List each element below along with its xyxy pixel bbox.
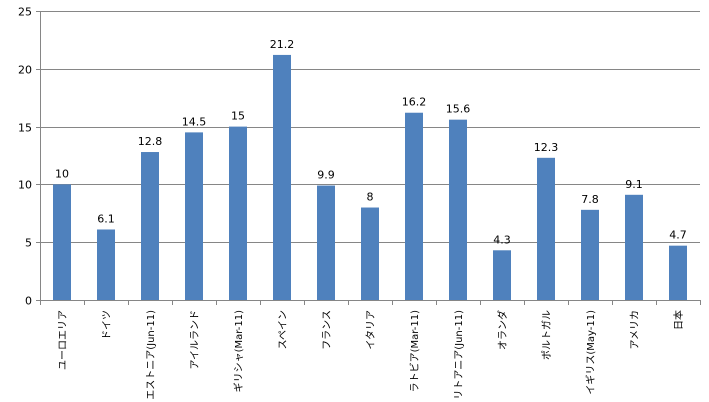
x-tick-label: アメリカ: [629, 310, 641, 350]
data-label: 9.9: [317, 169, 335, 182]
x-tick-label: スペイン: [278, 310, 289, 349]
data-label: 4.3: [493, 233, 511, 246]
x-tick-label: オランダ: [496, 310, 509, 350]
bar: [625, 194, 643, 300]
data-label: 6.1: [97, 212, 115, 225]
y-tick-label: 20: [18, 64, 32, 77]
bar: [449, 119, 467, 300]
label-layer: 0 5 10 15 20 25 10 ユーロエリア 6.1 ドイツ 12.8 エストニア(Jun-11…: [18, 6, 687, 400]
bar: [669, 245, 687, 300]
bar: [141, 152, 159, 300]
bar: [317, 185, 335, 300]
x-tick-label: ユーロエリア: [58, 310, 69, 370]
y-tick-label: 0: [25, 295, 32, 308]
bar: [229, 126, 247, 300]
x-tick-label: 日本: [672, 310, 685, 330]
bar: [53, 184, 71, 300]
data-label: 12.8: [138, 135, 163, 148]
data-label: 10: [55, 167, 69, 180]
bar: [273, 54, 291, 300]
data-label: 7.8: [581, 193, 599, 206]
data-label: 9.1: [625, 178, 643, 191]
data-label: 15.6: [446, 103, 471, 116]
x-tick-label: イタリア: [365, 310, 377, 350]
data-label: 21.2: [270, 38, 295, 51]
x-tick-label: ギリシャ(Mar-11): [233, 310, 245, 392]
bar: [537, 157, 555, 300]
x-tick-label: ドイツ: [102, 310, 113, 340]
bar: [493, 250, 511, 300]
data-label: 4.7: [669, 229, 687, 242]
x-tick-label: ラトビア(Mar-11): [409, 310, 421, 392]
x-tick-label: アイルランド: [189, 310, 201, 370]
y-tick-label: 25: [18, 6, 32, 19]
data-label: 14.5: [182, 115, 207, 128]
bar-layer: [53, 54, 687, 300]
x-tick-label: リトアニア(Jun-11): [454, 310, 465, 400]
bar: [405, 112, 423, 300]
y-tick-label: 10: [18, 179, 32, 192]
axis-layer: [36, 11, 701, 305]
data-label: 16.2: [402, 96, 427, 109]
y-tick-label: 15: [18, 122, 32, 135]
y-tick-label: 5: [25, 237, 32, 250]
bar: [361, 207, 379, 300]
data-label: 15: [231, 110, 245, 123]
data-label: 8: [367, 191, 374, 204]
bar: [185, 132, 203, 300]
x-tick-label: イギリス(May-11): [585, 310, 597, 395]
x-tick-label: ポルトガル: [541, 310, 553, 360]
x-tick-label: フランス: [321, 310, 333, 350]
bar: [581, 209, 599, 300]
data-label: 12.3: [534, 141, 559, 154]
x-tick-label: エストニア(Jun-11): [146, 310, 157, 400]
bar: [97, 229, 115, 300]
